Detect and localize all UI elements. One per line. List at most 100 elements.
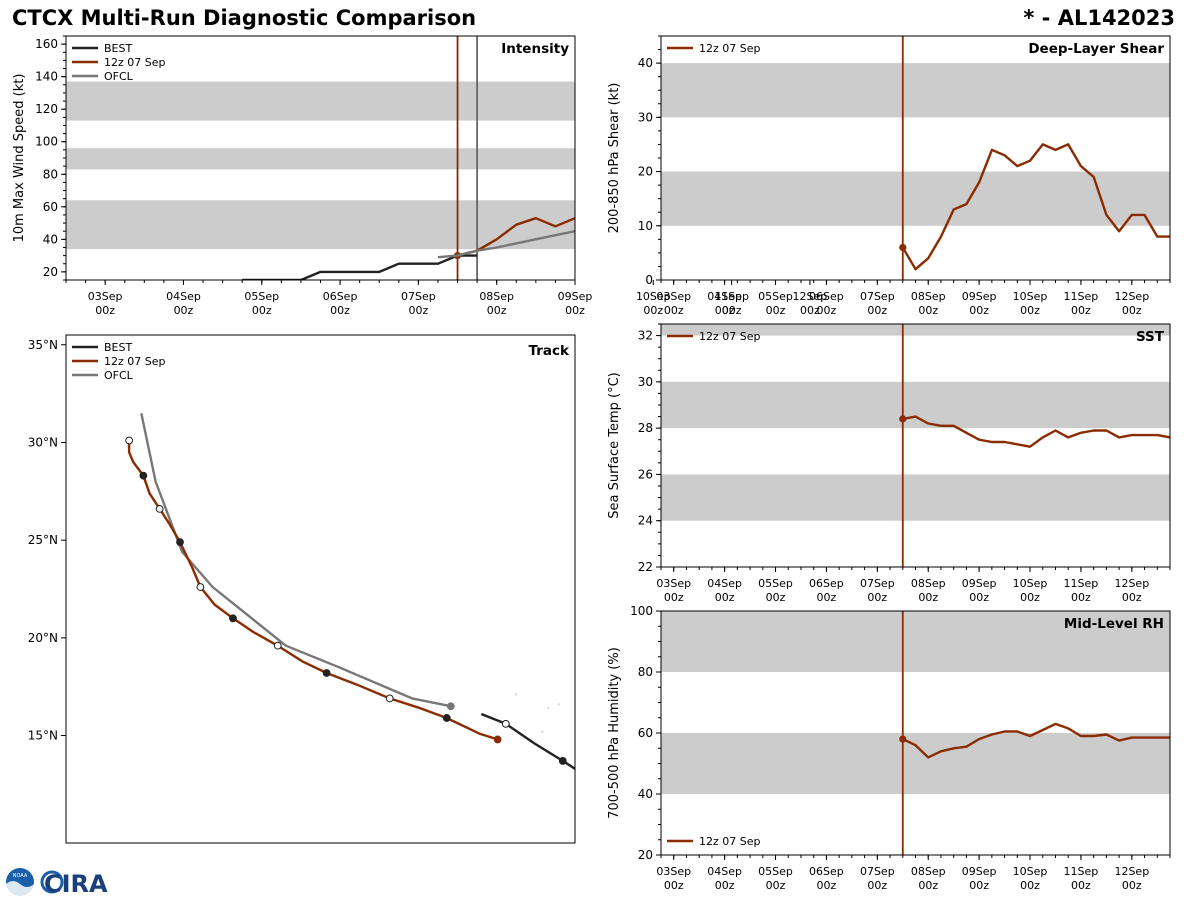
x-tick-label: 05Sep [244, 290, 279, 303]
y-axis-label: 10m Max Wind Speed (kt) [12, 74, 27, 243]
data-point [899, 415, 906, 422]
y-tick-label: 30 [638, 375, 653, 389]
threshold-band [661, 382, 1170, 428]
cira-text: CIRA [44, 870, 108, 898]
x-tick-sublabel: 00z [766, 879, 786, 892]
x-tick-label: 08Sep [479, 290, 514, 303]
x-tick-sublabel: 00z [664, 879, 684, 892]
x-tick-sublabel: 00z [1071, 879, 1091, 892]
track-point [447, 703, 454, 710]
track-point [386, 695, 393, 702]
series-line-best [242, 256, 477, 280]
x-tick-sublabel: 00z [174, 304, 194, 317]
x-tick-label: 08Sep [911, 865, 946, 878]
threshold-band [661, 474, 1170, 520]
y-tick-label: 100 [35, 135, 58, 149]
track-frame [66, 335, 575, 843]
lat-tick-label: 30°N [28, 435, 58, 449]
y-axis-label: 200-850 hPa Shear (kt) [607, 83, 622, 234]
x-tick-sublabel: 00z [1122, 879, 1142, 892]
x-tick-label: 04Sep [166, 290, 201, 303]
track-point [323, 670, 330, 677]
data-point [899, 736, 906, 743]
y-tick-label: 20 [43, 265, 58, 279]
x-tick-label: 09Sep [962, 290, 997, 303]
x-tick-label: 04Sep [707, 290, 742, 303]
threshold-band [661, 733, 1170, 794]
shear-chart: 01020304003Sep00z04Sep00z05Sep00z06Sep00… [607, 36, 1170, 317]
x-tick-label: 04Sep [707, 577, 742, 590]
legend-label: OFCL [104, 70, 134, 83]
cira-logo: NOAA CIRA [4, 866, 114, 898]
x-tick-label: 08Sep [911, 290, 946, 303]
x-tick-sublabel: 00z [1122, 304, 1142, 317]
x-tick-label: 11Sep [1064, 865, 1099, 878]
x-tick-label: 03Sep [656, 290, 691, 303]
legend-label: 12z 07 Sep [104, 355, 166, 368]
y-tick-label: 80 [638, 665, 653, 679]
y-tick-label: 28 [638, 421, 653, 435]
x-tick-sublabel: 00z [817, 879, 837, 892]
legend-label: 12z 07 Sep [699, 330, 761, 343]
x-tick-label: 06Sep [323, 290, 358, 303]
x-tick-sublabel: 00z [867, 591, 887, 604]
noaa-text: NOAA [13, 873, 28, 879]
track-line-12z-07-sep [129, 441, 498, 740]
shear-bands [661, 63, 1170, 226]
y-tick-label: 20 [638, 848, 653, 862]
x-tick-sublabel: 00z [95, 304, 115, 317]
x-tick-label: 11Sep [1064, 290, 1099, 303]
x-tick-label: 09Sep [962, 865, 997, 878]
rh-title: Mid-Level RH [1064, 616, 1164, 632]
lat-tick-label: 25°N [28, 533, 58, 547]
legend-label: 12z 07 Sep [699, 42, 761, 55]
track-line-best [481, 714, 581, 773]
island-shape [515, 693, 517, 695]
x-tick-label: 07Sep [401, 290, 436, 303]
sst-bands [661, 324, 1170, 521]
x-tick-sublabel: 00z [715, 879, 735, 892]
x-tick-label: 11Sep [1064, 577, 1099, 590]
rh-bands [661, 611, 1170, 794]
x-tick-label: 07Sep [860, 577, 895, 590]
x-tick-sublabel: 00z [1020, 304, 1040, 317]
x-tick-label: 04Sep [707, 865, 742, 878]
x-tick-sublabel: 00z [969, 304, 989, 317]
track-point [140, 472, 147, 479]
x-tick-label: 09Sep [962, 577, 997, 590]
track-point [230, 615, 237, 622]
y-tick-label: 60 [638, 726, 653, 740]
track-point [126, 437, 133, 444]
x-tick-label: 12Sep [1114, 290, 1149, 303]
x-tick-label: 10Sep [1013, 290, 1048, 303]
y-tick-label: 32 [638, 329, 653, 343]
legend-label: BEST [104, 42, 132, 55]
data-point [899, 244, 906, 251]
track-point [559, 758, 566, 765]
track-point [494, 736, 501, 743]
x-tick-sublabel: 00z [1020, 879, 1040, 892]
x-tick-sublabel: 00z [867, 879, 887, 892]
x-tick-sublabel: 00z [918, 591, 938, 604]
y-tick-label: 40 [638, 787, 653, 801]
y-axis-label: Sea Surface Temp (°C) [607, 372, 622, 519]
x-tick-sublabel: 00z [766, 304, 786, 317]
x-tick-label: 03Sep [88, 290, 123, 303]
legend-label: OFCL [104, 369, 134, 382]
track-point [502, 720, 509, 727]
y-tick-label: 100 [630, 604, 653, 618]
y-tick-label: 40 [638, 56, 653, 70]
y-tick-label: 24 [638, 514, 653, 528]
track-point [274, 642, 281, 649]
legend-label: BEST [104, 341, 132, 354]
x-tick-label: 10Sep [1013, 577, 1048, 590]
track-title: Track [529, 343, 570, 359]
track-series [126, 413, 581, 773]
x-tick-sublabel: 00z [664, 304, 684, 317]
shear-title: Deep-Layer Shear [1028, 41, 1164, 57]
x-tick-label: 12Sep [1114, 865, 1149, 878]
y-tick-label: 20 [638, 165, 653, 179]
y-tick-label: 30 [638, 110, 653, 124]
